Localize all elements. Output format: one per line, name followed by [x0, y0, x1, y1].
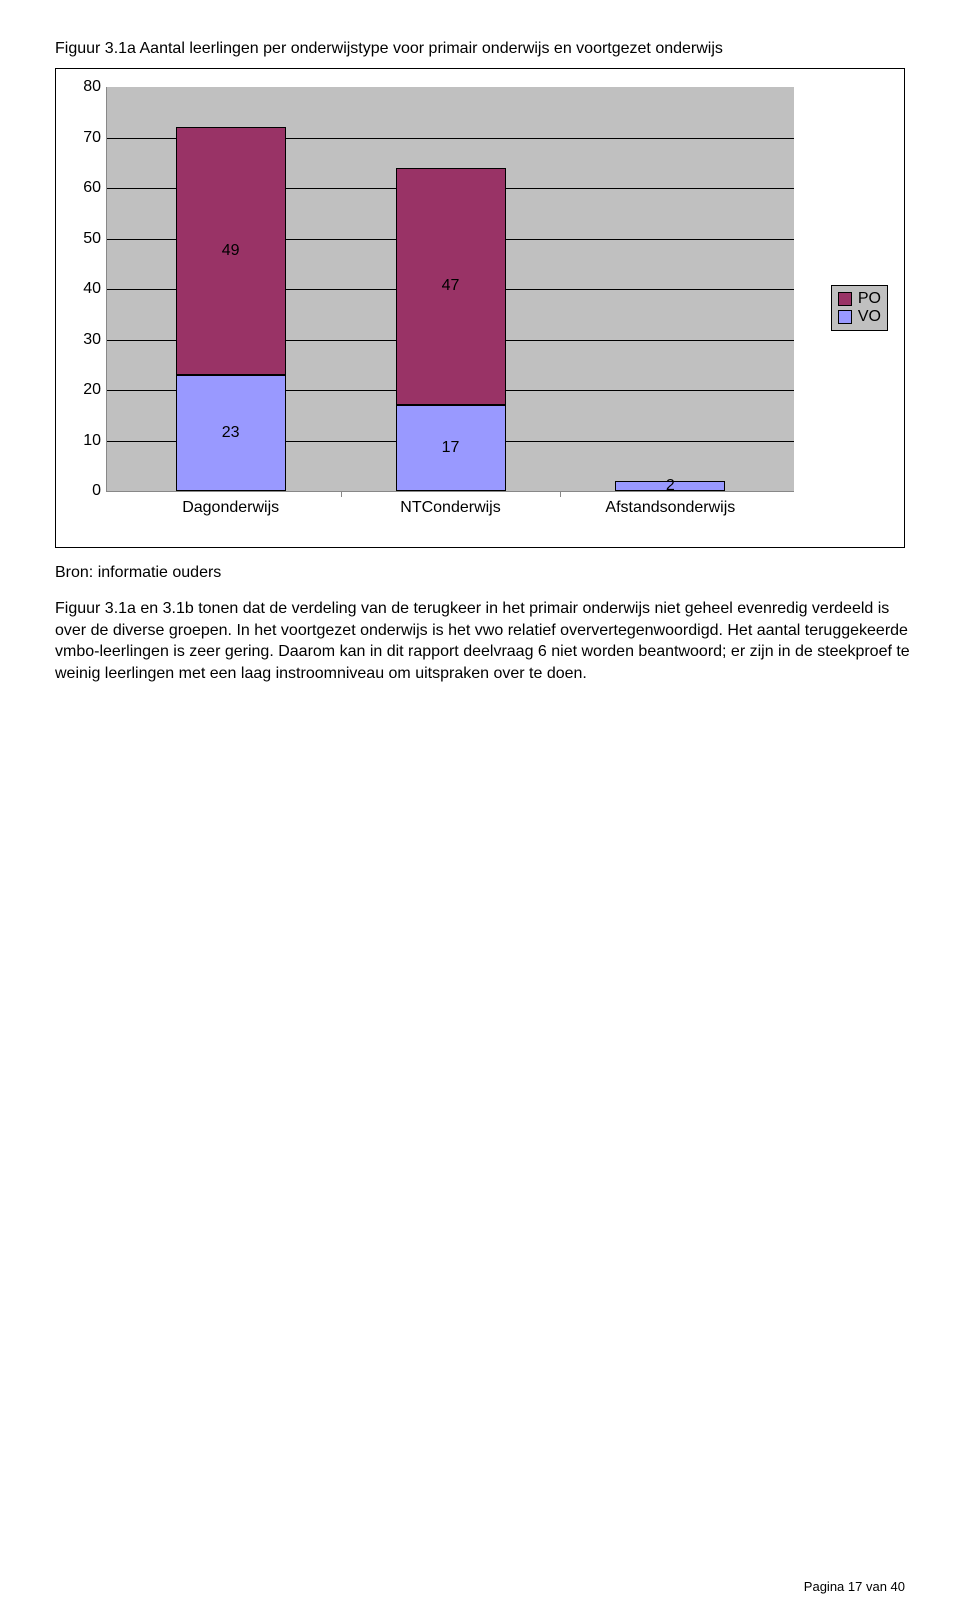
bar-value-label-vo: 2: [615, 477, 725, 495]
chart-container: 0 10 20 30 40 50 60 70 80 23 49 Dagonderwijs 17 47 NTC…: [55, 68, 905, 548]
bar-value-label-po: 47: [396, 277, 506, 295]
x-category-label: Dagonderwijs: [182, 499, 279, 517]
x-separator-tick: [341, 491, 342, 497]
legend-label-po: PO: [858, 290, 881, 308]
chart-legend: PO VO: [831, 285, 888, 331]
y-tick-label: 60: [67, 179, 101, 197]
bar-value-label-vo: 17: [396, 439, 506, 457]
plot-area: 010203040506070802349Dagonderwijs1747NTC…: [106, 87, 794, 492]
y-tick-label: 50: [67, 230, 101, 248]
source-line: Bron: informatie ouders: [55, 564, 910, 582]
bar-value-label-po: 49: [176, 242, 286, 260]
legend-swatch-po: [838, 292, 852, 306]
bar-value-label-vo: 23: [176, 424, 286, 442]
legend-item-vo: VO: [838, 308, 881, 326]
x-category-label: NTConderwijs: [400, 499, 500, 517]
body-paragraph: Figuur 3.1a en 3.1b tonen dat de verdeli…: [55, 598, 910, 684]
y-tick-label: 80: [67, 78, 101, 96]
legend-swatch-vo: [838, 310, 852, 324]
y-tick-label: 20: [67, 381, 101, 399]
figure-title: Figuur 3.1a Aantal leerlingen per onderw…: [55, 40, 910, 58]
y-tick-label: 40: [67, 280, 101, 298]
y-tick-label: 0: [67, 482, 101, 500]
page: Figuur 3.1a Aantal leerlingen per onderw…: [0, 0, 960, 1624]
y-tick-label: 10: [67, 432, 101, 450]
y-tick-label: 30: [67, 331, 101, 349]
y-tick-label: 70: [67, 129, 101, 147]
x-category-label: Afstandsonderwijs: [605, 499, 735, 517]
legend-label-vo: VO: [858, 308, 881, 326]
page-footer: Pagina 17 van 40: [804, 1579, 905, 1594]
x-separator-tick: [560, 491, 561, 497]
legend-item-po: PO: [838, 290, 881, 308]
